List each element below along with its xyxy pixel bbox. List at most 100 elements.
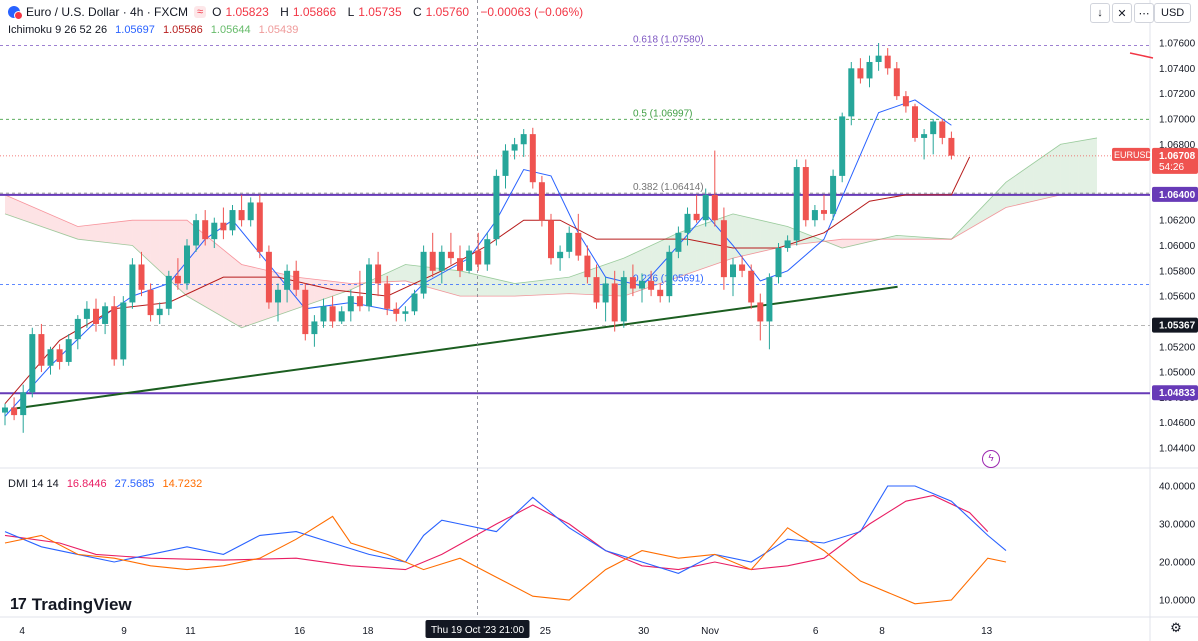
time-tick-label: 8 [879,626,885,637]
ichimoku-cloud-segment [514,282,524,297]
candle-up [602,283,609,303]
price-tag-value: 1.05367 [1159,321,1196,332]
price-tag-box [1152,147,1198,174]
price-tag-value: 1.06400 [1159,190,1196,201]
symbol-title[interactable]: Euro / U.S. Dollar · 4h · FXCM [26,5,189,19]
ichimoku-cloud-segment [23,202,33,224]
dmi-label: DMI 14 14 [8,478,59,490]
price-tick-label: 1.07600 [1159,39,1196,50]
candle-up [493,175,500,240]
candle-up [620,277,627,322]
ichimoku-cloud-segment [1069,141,1079,195]
candle-down [948,137,955,156]
ichimoku-cloud-segment [250,266,260,325]
ichimoku-cloud-segment [50,214,60,233]
candle-down [111,306,118,360]
arrow-down-icon[interactable]: ↓ [1090,3,1110,23]
price-tag-box [1152,385,1198,401]
ichimoku-cloud-segment [651,241,661,287]
candle-down [720,220,727,278]
ichimoku-cloud-segment [478,275,488,297]
candle-down [93,308,99,324]
ichimoku-cloud-segment [241,264,251,328]
low-value: 1.05735 [358,5,402,19]
ichimoku-cloud-segment [168,220,178,288]
candle-down [748,270,755,303]
ichimoku-cloud-segment [487,277,497,297]
candle-down [902,96,909,107]
time-tick-label: Nov [701,626,719,637]
candle-down [302,289,309,335]
open-value: 1.05823 [225,5,269,19]
ichimoku-cloud-segment [969,210,979,229]
price-tag-box [1152,317,1198,333]
ichimoku-cloud-segment [541,279,551,295]
candle-down [393,308,400,314]
candle-up [730,264,736,278]
candle-down [293,270,300,290]
dmi-legend[interactable]: DMI 14 14 16.8446 27.5685 14.7232 [8,478,207,490]
ichimoku-cloud-segment [1060,142,1070,195]
candle-up [247,202,254,221]
ichimoku-cloud-segment [450,269,460,297]
candle-down [912,106,918,138]
candle-up [311,321,318,335]
candle-down [711,194,718,221]
currency-flag-icon [8,6,23,20]
ichimoku-cloud-segment [350,283,360,290]
candle-up [502,150,509,176]
lightning-icon[interactable]: ϟ [982,450,1000,468]
crosshair-time-box [425,620,530,638]
candle-down [893,68,900,97]
candle-down [629,277,636,289]
candle-up [675,232,682,252]
dmi-value-1: 16.8446 [66,478,107,490]
candle-up [29,334,36,393]
compare-icon[interactable]: ≈ [194,6,207,18]
candle-down [147,289,154,316]
ichimoku-cloud-segment [887,235,897,240]
candle-up [702,194,709,221]
candle-up [557,251,564,259]
ichimoku-cloud-segment [532,280,542,296]
time-tick-label: 30 [638,626,650,637]
ichimoku-legend[interactable]: Ichimoku 9 26 52 26 1.05697 1.05586 1.05… [8,24,303,36]
tv-mark-icon: 17 [10,596,27,613]
fib-level-label: 0.618 (1.07580) [633,35,704,46]
currency-selector[interactable]: USD [1154,3,1192,23]
high-label: H [280,5,289,19]
candle-down [38,334,45,366]
ichimoku-cloud-segment [896,235,906,240]
more-icon[interactable]: ⋯ [1134,3,1154,23]
ichimoku-cloud-segment [150,220,160,271]
tradingview-logo: 17 TradingView [10,595,132,615]
dmi-series-line [4,485,1007,574]
price-tag-symbol-box [1112,147,1150,161]
collapse-icon[interactable]: ✕ [1112,3,1132,23]
ichimoku-cloud-segment [860,239,870,244]
candle-up [338,311,345,322]
candle-down [238,210,245,221]
price-tag-value: 1.04833 [1159,388,1196,399]
ichimoku-cloud-segment [1042,150,1052,200]
candle-down [739,264,746,271]
dmi-tick-label: 20.0000 [1159,558,1196,569]
candle-up [811,210,818,221]
fib-level-label: 0.5 (1.06997) [633,108,693,119]
candle-up [184,245,190,284]
candle-down [529,134,536,183]
price-tag-value: 1.06708 [1159,151,1196,162]
candle-up [229,210,236,231]
ichimoku-cloud-segment [68,222,78,240]
price-tick-label: 1.05200 [1159,342,1196,353]
price-tick-label: 1.07400 [1159,64,1196,75]
ichimoku-cloud-segment [833,239,843,249]
settings-gear-icon[interactable]: ⚙ [1170,620,1182,635]
time-tick-label: 18 [362,626,374,637]
time-tick-label: 16 [294,626,306,637]
candle-up [466,250,473,271]
ichimoku-cloud-segment [1033,156,1043,202]
candle-up [165,275,172,309]
projection-line [1129,52,1154,59]
